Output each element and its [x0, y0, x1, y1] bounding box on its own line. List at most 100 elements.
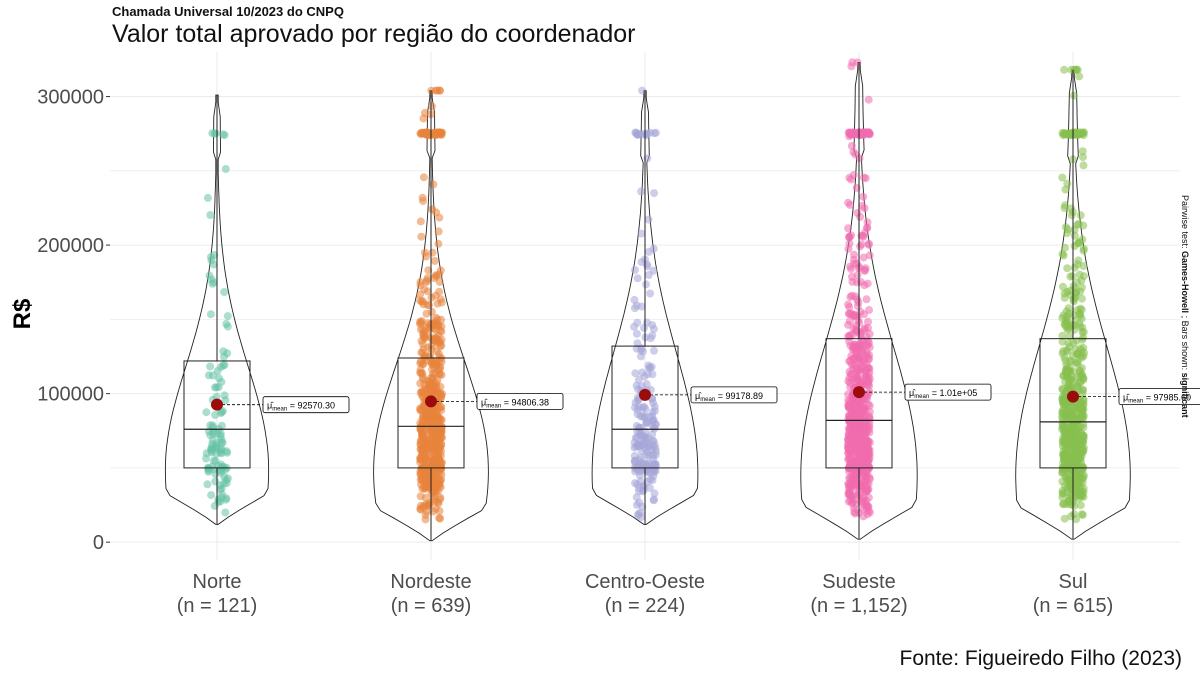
data-point [864, 449, 873, 458]
data-point [648, 430, 657, 439]
data-point [1075, 72, 1084, 81]
data-point [1079, 463, 1088, 472]
data-point [1066, 459, 1075, 468]
data-point [633, 274, 642, 283]
data-point [207, 491, 216, 500]
data-point [223, 448, 232, 457]
note-prefix: Pairwise test: [1180, 195, 1190, 252]
data-point [424, 266, 433, 275]
x-category-label: Sudeste [822, 571, 895, 593]
data-point [1076, 304, 1085, 313]
data-point [217, 438, 226, 447]
data-point [1079, 328, 1088, 337]
data-point [850, 400, 859, 409]
data-point [1060, 514, 1069, 523]
data-point [422, 309, 431, 318]
data-point [1064, 304, 1073, 313]
data-point [1062, 500, 1071, 509]
data-point [217, 408, 226, 417]
data-point [649, 495, 658, 504]
data-point [1074, 384, 1083, 393]
data-point [643, 477, 652, 486]
data-point [650, 189, 659, 198]
data-point [208, 436, 217, 445]
data-point [859, 253, 868, 262]
data-point [428, 375, 437, 384]
data-point [420, 108, 429, 117]
data-point [1061, 223, 1070, 232]
data-point [1063, 414, 1072, 422]
data-point [220, 391, 229, 400]
note-middle: ; Bars shown: [1180, 313, 1190, 373]
data-point [427, 381, 436, 390]
data-point [203, 480, 212, 489]
data-point [641, 404, 650, 413]
data-point [210, 251, 219, 259]
data-point [850, 360, 859, 369]
data-point [852, 325, 861, 334]
mean-marker [853, 386, 865, 399]
data-point [1063, 264, 1072, 273]
data-point [644, 271, 653, 279]
data-point [633, 130, 642, 139]
data-point [849, 148, 858, 156]
data-point [1077, 294, 1086, 303]
data-point [642, 418, 651, 427]
data-point [1058, 128, 1067, 137]
data-point [206, 211, 215, 219]
data-point [436, 86, 444, 95]
data-point [1074, 239, 1083, 247]
data-point [220, 472, 229, 481]
data-point [1078, 335, 1087, 344]
mean-label: μ̂mean = 1.01e+05 [909, 388, 977, 400]
data-point [844, 300, 853, 309]
data-point [846, 383, 855, 392]
data-point [434, 239, 443, 248]
data-point [850, 250, 858, 259]
mean-marker [639, 388, 651, 401]
data-point [1079, 438, 1088, 447]
data-point [647, 445, 656, 454]
data-point [863, 467, 872, 476]
data-point [1065, 363, 1074, 372]
data-point [437, 392, 446, 401]
data-point [212, 449, 221, 458]
mean-marker [425, 395, 437, 408]
data-point [1068, 420, 1077, 428]
data-point [416, 423, 425, 432]
data-point [845, 332, 854, 341]
data-point [845, 317, 854, 325]
data-point [860, 476, 869, 485]
data-point [1073, 415, 1082, 423]
data-point [847, 175, 856, 184]
data-point [416, 278, 425, 287]
data-point [632, 329, 641, 338]
category-groups: μ̂mean = 92570.30 μ̂mean = 94806.38 μ̂mean… [164, 58, 1200, 542]
data-point [647, 362, 656, 371]
data-point [223, 312, 232, 321]
data-point [433, 466, 442, 475]
data-point [856, 417, 865, 426]
data-point [205, 271, 214, 280]
x-category-n: (n = 121) [177, 595, 258, 617]
data-point [437, 130, 446, 139]
data-point [1060, 289, 1069, 298]
data-point [1073, 260, 1082, 269]
data-point [631, 398, 640, 407]
data-point [864, 239, 873, 248]
data-point [860, 266, 869, 275]
chart-title: Valor total aprovado por região do coord… [112, 20, 636, 48]
data-point [220, 360, 229, 369]
y-tick-label: 200000 [37, 235, 104, 257]
data-point [844, 488, 853, 497]
data-point [217, 493, 226, 502]
jitter-points [844, 58, 874, 521]
mean-marker [1067, 390, 1079, 403]
y-tick-label: 300000 [37, 87, 104, 109]
data-point [845, 129, 854, 138]
data-point [862, 295, 871, 304]
data-point [1059, 282, 1067, 291]
data-point [428, 205, 437, 214]
data-point [855, 462, 864, 471]
data-point [421, 455, 430, 464]
